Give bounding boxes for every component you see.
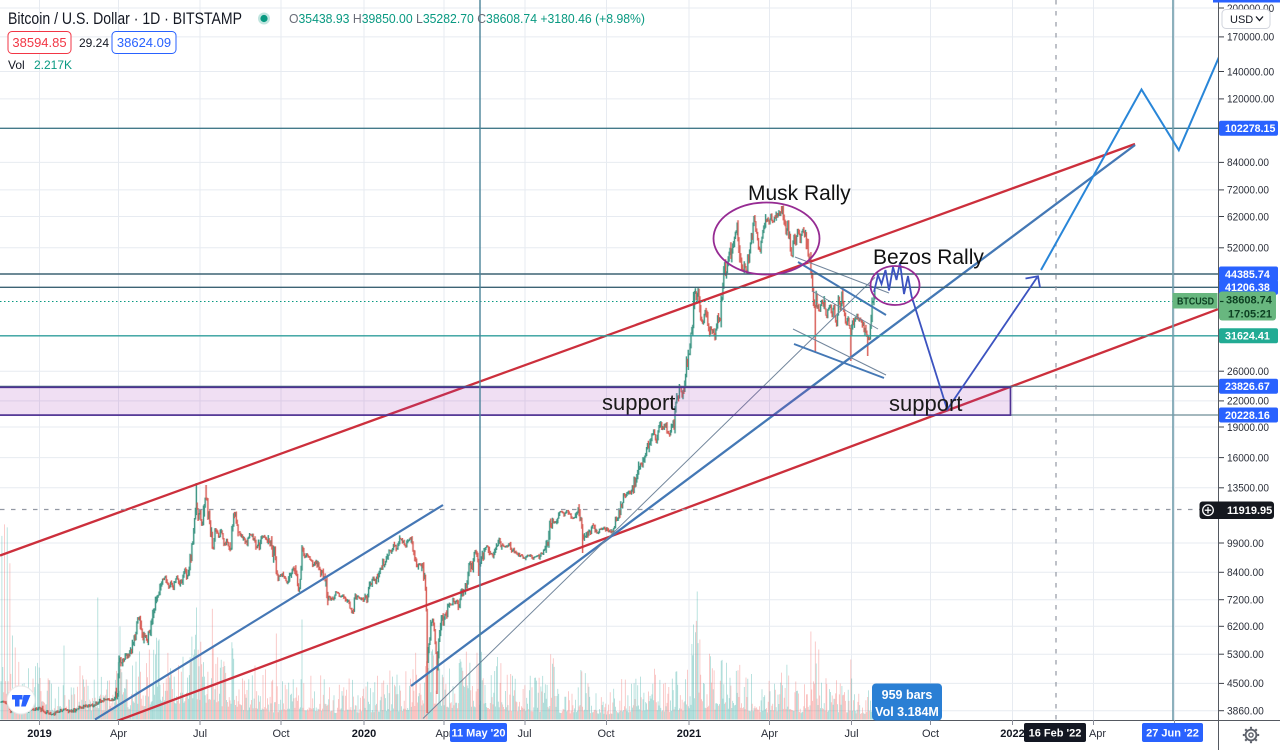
svg-text:38594.85: 38594.85 [12, 35, 66, 50]
svg-text:Apr: Apr [435, 728, 452, 740]
svg-text:7200.00: 7200.00 [1227, 595, 1264, 607]
svg-text:31624.41: 31624.41 [1225, 331, 1270, 343]
svg-text:4500.00: 4500.00 [1227, 678, 1264, 690]
svg-text:Apr: Apr [761, 728, 778, 740]
svg-text:Jul: Jul [844, 728, 858, 740]
svg-text:Jul: Jul [193, 728, 207, 740]
svg-text:8400.00: 8400.00 [1227, 567, 1264, 579]
svg-text:102278.15: 102278.15 [1225, 123, 1275, 135]
svg-text:2020: 2020 [352, 728, 376, 740]
svg-text:Oct: Oct [272, 728, 289, 740]
svg-text:2019: 2019 [27, 728, 51, 740]
svg-text:5300.00: 5300.00 [1227, 649, 1264, 661]
svg-text:BTCUSD: BTCUSD [1177, 296, 1214, 308]
svg-text:29.24: 29.24 [79, 36, 109, 50]
svg-text:support: support [889, 391, 962, 416]
svg-text:11919.95: 11919.95 [1227, 505, 1272, 517]
svg-text:Bezos Rally: Bezos Rally [873, 246, 984, 269]
svg-text:6200.00: 6200.00 [1227, 621, 1264, 633]
svg-text:USD: USD [1230, 14, 1253, 26]
svg-text:13500.00: 13500.00 [1227, 483, 1269, 495]
svg-text:140000.00: 140000.00 [1227, 66, 1274, 78]
svg-text:9900.00: 9900.00 [1227, 538, 1264, 550]
svg-text:2022: 2022 [1000, 728, 1024, 740]
svg-text:support: support [602, 390, 675, 415]
svg-text:44385.74: 44385.74 [1225, 269, 1271, 281]
svg-text:Jul: Jul [517, 728, 531, 740]
svg-text:2021: 2021 [677, 728, 701, 740]
svg-text:52000.00: 52000.00 [1227, 243, 1269, 255]
svg-text:19000.00: 19000.00 [1227, 422, 1269, 434]
svg-text:72000.00: 72000.00 [1227, 185, 1269, 197]
svg-text:84000.00: 84000.00 [1227, 157, 1269, 169]
svg-text:3860.00: 3860.00 [1227, 706, 1264, 718]
svg-text:Oct: Oct [922, 728, 939, 740]
svg-text:16 Feb '22: 16 Feb '22 [1029, 728, 1082, 740]
svg-text:Bitcoin / U.S. Dollar · 1D · B: Bitcoin / U.S. Dollar · 1D · BITSTAMP [8, 9, 242, 28]
svg-text:Vol: Vol [8, 58, 25, 72]
svg-text:959 bars: 959 bars [882, 688, 933, 702]
svg-text:26000.00: 26000.00 [1227, 366, 1269, 378]
svg-text:62000.00: 62000.00 [1227, 211, 1269, 223]
svg-text:11 May '20: 11 May '20 [452, 728, 506, 740]
svg-text:Oct: Oct [597, 728, 614, 740]
svg-text:170000.00: 170000.00 [1227, 32, 1274, 44]
svg-text:O35438.93 H39850.00 L35282.70: O35438.93 H39850.00 L35282.70 C38608.74 … [289, 12, 645, 26]
svg-text:17:05:21: 17:05:21 [1228, 308, 1272, 320]
svg-text:2.217K: 2.217K [34, 58, 72, 72]
svg-text:20228.16: 20228.16 [1225, 410, 1270, 422]
svg-text:22000.00: 22000.00 [1227, 396, 1269, 408]
svg-text:Vol 3.184M: Vol 3.184M [875, 705, 939, 719]
svg-text:38624.09: 38624.09 [117, 35, 171, 50]
svg-text:Apr: Apr [1089, 728, 1106, 740]
svg-text:27 Jun '22: 27 Jun '22 [1146, 728, 1199, 740]
svg-text:Musk Rally: Musk Rally [748, 182, 851, 205]
svg-text:23826.67: 23826.67 [1225, 381, 1270, 393]
svg-text:16000.00: 16000.00 [1227, 452, 1269, 464]
svg-text:41206.38: 41206.38 [1225, 282, 1270, 294]
svg-text:38608.74: 38608.74 [1226, 294, 1273, 306]
svg-text:120000.00: 120000.00 [1227, 94, 1274, 106]
svg-text:Apr: Apr [110, 728, 127, 740]
